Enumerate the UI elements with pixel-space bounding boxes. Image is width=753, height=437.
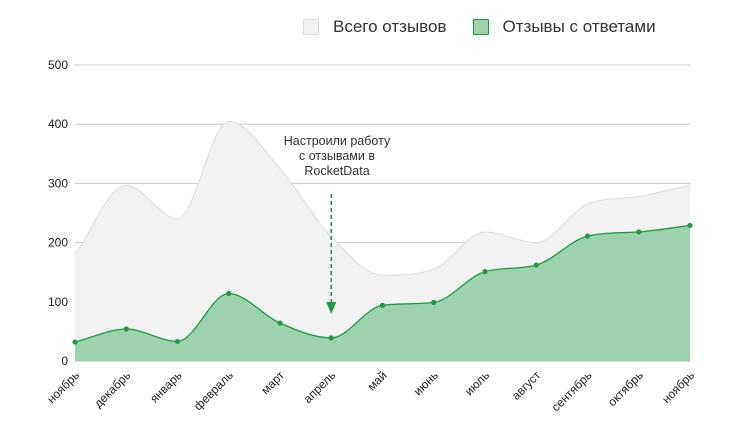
legend-swatch-total: [303, 19, 319, 35]
y-tick-label: 200: [48, 236, 68, 250]
x-tick-label: апрель: [301, 368, 339, 406]
x-tick-label: сентябрь: [549, 368, 595, 414]
x-axis-tick-labels: ноябрь декабрь январь февраль март апрель май и…: [44, 368, 697, 414]
legend-label-total: Всего отзывов: [333, 17, 447, 36]
x-tick-label: март: [258, 368, 287, 397]
x-tick-label: июнь: [411, 368, 441, 398]
data-point-replied[interactable]: [72, 339, 78, 345]
data-point-replied[interactable]: [277, 320, 283, 326]
series-area-replied: [75, 225, 690, 361]
data-point-replied[interactable]: [584, 233, 591, 239]
data-point-replied[interactable]: [482, 269, 488, 275]
x-tick-label: август: [509, 368, 544, 403]
x-tick-label: декабрь: [91, 368, 133, 410]
data-point-replied[interactable]: [636, 229, 642, 235]
x-tick-label: ноябрь: [659, 368, 697, 406]
legend-label-replied: Отзывы с ответами: [502, 17, 656, 36]
annotation-line-1: Настроили работу: [283, 134, 391, 148]
annotation-line-2: с отзывами в: [299, 149, 375, 163]
y-tick-label: 400: [48, 117, 68, 131]
legend-item-total[interactable]: Всего отзывов: [303, 17, 447, 37]
x-tick-label: февраль: [191, 368, 236, 413]
annotation-arrow-head: [326, 302, 337, 314]
x-tick-label: январь: [147, 368, 184, 405]
chart-legend: Всего отзывов Отзывы с ответами: [303, 17, 656, 37]
x-tick-label: май: [364, 368, 389, 393]
series-line-total: [74, 120, 691, 276]
y-tick-label: 300: [48, 176, 68, 190]
annotation-text: Настроили работу с отзывами в RocketData: [262, 134, 412, 179]
y-tick-label: 500: [48, 58, 68, 72]
y-tick-label: 0: [61, 354, 68, 368]
data-point-replied[interactable]: [123, 326, 129, 332]
data-point-replied[interactable]: [226, 290, 232, 297]
y-tick-label: 100: [48, 295, 68, 309]
x-tick-label: ноябрь: [44, 368, 82, 406]
data-point-replied[interactable]: [533, 262, 539, 268]
y-axis-tick-labels: 0 100 200 300 400 500: [48, 58, 68, 368]
legend-swatch-replied: [472, 19, 489, 35]
data-point-replied[interactable]: [328, 335, 334, 341]
legend-item-replied[interactable]: Отзывы с ответами: [472, 17, 656, 37]
data-point-replied[interactable]: [687, 222, 693, 229]
annotation-arrow: [326, 194, 337, 314]
data-point-replied[interactable]: [431, 299, 437, 305]
x-tick-label: октябрь: [605, 368, 646, 409]
x-tick-label: июль: [462, 368, 492, 398]
annotation-line-3: RocketData: [304, 164, 370, 178]
data-markers: [72, 222, 693, 345]
data-point-replied[interactable]: [174, 338, 181, 345]
data-point-replied[interactable]: [379, 302, 386, 308]
